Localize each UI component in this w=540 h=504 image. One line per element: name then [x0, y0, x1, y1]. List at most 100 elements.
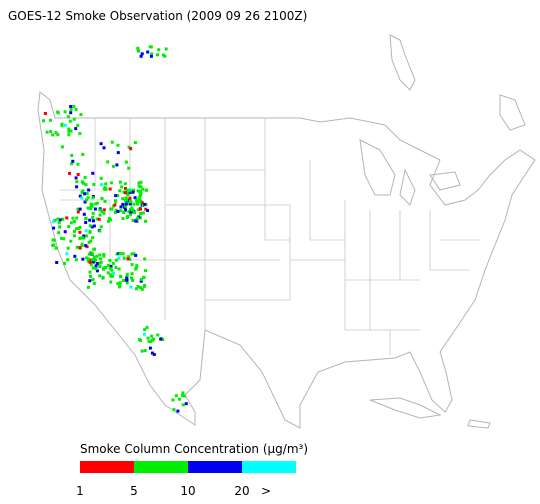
smoke-pixel	[61, 217, 65, 221]
smoke-pixel	[84, 244, 88, 248]
smoke-pixel	[125, 191, 129, 195]
smoke-pixel	[163, 54, 167, 58]
smoke-pixel	[66, 258, 70, 262]
smoke-pixel	[118, 189, 122, 193]
smoke-pixel	[83, 176, 87, 179]
smoke-pixel	[86, 257, 90, 261]
smoke-pixel	[152, 353, 156, 356]
smoke-pixel	[116, 282, 120, 286]
smoke-pixel	[88, 270, 92, 274]
smoke-pixel	[145, 188, 149, 192]
smoke-pixel	[133, 196, 137, 200]
smoke-pixel	[130, 252, 134, 256]
smoke-pixel	[66, 115, 70, 119]
smoke-pixel	[98, 265, 102, 268]
smoke-pixel	[78, 225, 82, 229]
smoke-pixel	[136, 208, 140, 212]
smoke-pixel	[99, 260, 103, 264]
smoke-pixel	[56, 133, 60, 137]
smoke-pixel	[129, 200, 133, 204]
smoke-pixel	[89, 274, 92, 278]
smoke-pixel	[106, 271, 110, 275]
smoke-pixel	[143, 257, 147, 261]
smoke-pixel	[101, 275, 105, 279]
smoke-pixel	[123, 208, 127, 212]
smoke-pixel	[88, 279, 92, 283]
smoke-pixel	[95, 262, 99, 265]
smoke-pixel	[68, 171, 71, 175]
smoke-pixel	[99, 142, 103, 146]
map-title: GOES-12 Smoke Observation (2009 09 26 21…	[8, 9, 307, 23]
smoke-pixel	[88, 260, 92, 264]
smoke-pixel	[122, 279, 125, 282]
smoke-pixel	[131, 278, 135, 282]
smoke-pixel	[130, 263, 134, 267]
smoke-pixel	[78, 132, 82, 136]
smoke-pixel	[76, 207, 80, 211]
smoke-pixel	[116, 151, 120, 155]
smoke-pixel	[121, 217, 125, 220]
smoke-pixel	[114, 265, 118, 269]
smoke-pixel	[91, 211, 95, 215]
smoke-pixel	[71, 216, 75, 220]
smoke-pixel	[181, 391, 185, 395]
smoke-pixel	[136, 48, 140, 52]
smoke-pixel	[146, 209, 149, 212]
smoke-pixel	[134, 253, 138, 257]
smoke-pixel	[129, 147, 133, 151]
smoke-pixel	[123, 182, 127, 186]
smoke-pixel	[114, 194, 118, 198]
smoke-pixel	[62, 237, 66, 241]
smoke-pixel	[128, 257, 132, 261]
smoke-pixel	[88, 229, 92, 233]
smoke-pixel	[92, 255, 96, 259]
smoke-pixel	[127, 145, 131, 149]
smoke-pixel	[84, 221, 88, 224]
smoke-pixel	[115, 163, 119, 167]
smoke-pixel	[126, 257, 130, 261]
smoke-pixel	[122, 256, 126, 260]
smoke-pixel	[110, 268, 114, 272]
smoke-pixel	[119, 205, 123, 209]
smoke-pixel	[103, 199, 107, 203]
smoke-pixel	[136, 216, 140, 220]
smoke-pixel	[95, 269, 99, 273]
smoke-pixel	[91, 252, 95, 256]
smoke-pixel	[127, 210, 131, 214]
smoke-pixel	[174, 394, 178, 398]
smoke-pixel	[81, 189, 85, 193]
smoke-pixel	[123, 191, 127, 195]
smoke-pixel	[58, 218, 62, 222]
smoke-pixel	[72, 117, 76, 121]
smoke-pixel	[118, 281, 122, 285]
smoke-pixel	[83, 192, 87, 196]
smoke-pixel	[136, 46, 140, 50]
smoke-pixel	[119, 209, 123, 213]
smoke-pixel	[139, 54, 143, 58]
smoke-pixel	[118, 180, 122, 184]
smoke-pixel	[74, 176, 78, 180]
smoke-pixel	[92, 183, 96, 186]
smoke-pixel	[51, 220, 55, 224]
smoke-pixel	[140, 287, 144, 291]
smoke-pixel	[146, 336, 150, 340]
smoke-pixel	[113, 199, 117, 203]
smoke-pixel	[94, 264, 98, 268]
smoke-pixel	[137, 184, 141, 188]
smoke-pixel	[54, 246, 58, 250]
smoke-pixel	[94, 267, 98, 271]
smoke-pixel	[60, 122, 64, 126]
smoke-pixel	[125, 198, 129, 202]
smoke-pixel	[104, 187, 108, 191]
smoke-pixel	[73, 254, 77, 258]
smoke-pixel	[143, 283, 147, 287]
smoke-pixel	[98, 213, 102, 217]
smoke-pixel	[67, 133, 71, 137]
smoke-pixel	[125, 274, 129, 278]
smoke-pixel	[125, 281, 129, 285]
smoke-pixel	[107, 263, 110, 267]
colorbar-segment	[134, 461, 188, 473]
smoke-pixel	[124, 187, 127, 190]
smoke-pixel	[124, 202, 128, 206]
